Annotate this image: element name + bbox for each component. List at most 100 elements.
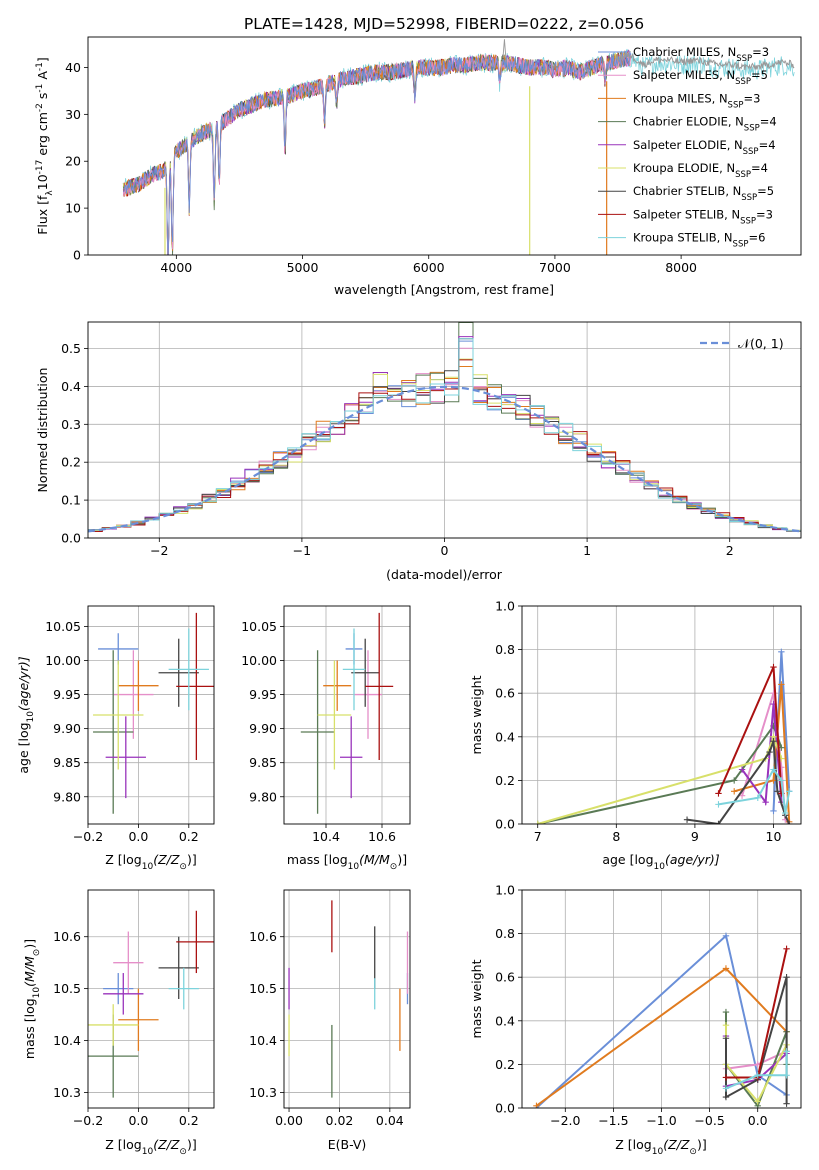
axes-frame <box>87 36 802 256</box>
x-tick-label: 8 <box>612 829 620 844</box>
point-marker <box>722 932 730 939</box>
x-tick-label: 0.02 <box>326 1113 354 1128</box>
y-tick-label: 10.6 <box>53 929 81 944</box>
panel-mass-weight-vs-Z: −2.0 −1.5 −1.0 −0.5 0.0 0.0 0.2 0.4 0.6 0.8 1.0 Z [… <box>469 883 802 1157</box>
plot-area <box>93 612 214 814</box>
point-marker <box>770 737 777 745</box>
y-tick-label: 0.3 <box>61 417 81 432</box>
point-marker <box>754 1098 761 1105</box>
y-tick-label: 9.85 <box>249 755 277 770</box>
legend-entry: Chabrier MILES, NSSP=3 <box>633 45 769 64</box>
y-tick-label: 9.80 <box>249 789 277 804</box>
legend-entry: Salpeter MILES, NSSP=5 <box>633 68 768 87</box>
x-tick-label: 10 <box>766 829 782 844</box>
point-marker <box>738 766 746 773</box>
x-tick-label: −1.5 <box>598 1113 628 1128</box>
y-tick-label: 0.4 <box>495 1013 515 1028</box>
spectrum-model-0 <box>123 50 631 255</box>
point-marker <box>774 788 781 795</box>
x-axis-label: age [log10(age/yr)] <box>602 852 719 872</box>
y-tick-label: 0.0 <box>61 531 81 546</box>
y-tick-label: 0.8 <box>495 642 515 657</box>
point-marker <box>783 945 790 953</box>
plot-area <box>88 322 801 533</box>
y-axis-label: Flux [fλ10-17 erg cm-2 s-1 A-1] <box>35 57 55 235</box>
y-tick-label: 9.85 <box>53 755 81 770</box>
x-tick-label: 7000 <box>539 260 571 275</box>
point-marker <box>722 1074 730 1081</box>
y-tick-label: 0.4 <box>61 379 81 394</box>
point-marker <box>683 816 691 823</box>
legend-entry: Kroupa MILES, NSSP=3 <box>633 91 760 110</box>
point-marker <box>722 1035 730 1042</box>
x-tick-label: −0.5 <box>694 1113 724 1128</box>
y-tick-label: 30 <box>65 107 81 122</box>
point-marker <box>722 1085 730 1092</box>
plot-area <box>288 900 409 1098</box>
x-tick-label: −1 <box>293 543 311 558</box>
panel-mass-weight-vs-age: 7 8 9 10 0.0 0.2 0.4 0.6 0.8 1.0 age [log10(age/yr… <box>469 599 802 872</box>
weight-series-5 <box>537 733 783 824</box>
y-tick-label: 0.2 <box>61 455 81 470</box>
legend-entry: Salpeter ELODIE, NSSP=4 <box>633 138 776 157</box>
y-axis-label: mass [log10(M/M⊙)] <box>22 939 42 1059</box>
y-axis-label: Normed distribution <box>35 368 50 493</box>
y-tick-label: 10.00 <box>241 653 277 668</box>
x-tick-label: 1 <box>583 543 591 558</box>
panel-residuals: −2 −1 0 1 2 0.0 0.1 0.2 0.3 0.4 0.5 𝒩(0, 1) (data-mo… <box>35 321 802 582</box>
x-tick-label: 4000 <box>160 260 192 275</box>
x-axis-label: E(B-V) <box>328 1137 367 1152</box>
y-tick-label: 10.00 <box>45 653 81 668</box>
x-axis-label: Z [log10(Z/Z⊙)] <box>615 1137 706 1157</box>
point-marker <box>770 766 777 773</box>
point-marker <box>534 820 541 824</box>
y-tick-label: 10.6 <box>249 929 277 944</box>
y-tick-label: 0.6 <box>495 970 515 985</box>
y-tick-label: 10.5 <box>249 981 277 996</box>
y-tick-label: 0.4 <box>495 729 515 744</box>
point-marker <box>754 1072 761 1079</box>
y-tick-label: 10.4 <box>53 1033 81 1048</box>
y-tick-label: 10.5 <box>53 981 81 996</box>
point-marker <box>778 681 785 688</box>
x-tick-label: 2 <box>726 543 734 558</box>
x-tick-label: 0.2 <box>179 829 199 844</box>
point-marker <box>786 788 793 795</box>
legend-entry: 𝒩(0, 1) <box>738 336 784 351</box>
y-tick-label: 40 <box>65 60 81 75</box>
point-marker <box>778 648 785 655</box>
point-marker <box>778 777 785 784</box>
x-tick-label: −0.2 <box>73 1113 103 1128</box>
y-tick-label: 10.05 <box>241 619 277 634</box>
x-tick-label: −1.0 <box>646 1113 676 1128</box>
point-marker <box>715 820 722 824</box>
point-marker <box>722 1008 730 1016</box>
plot-area <box>534 648 793 824</box>
y-tick-label: 9.95 <box>249 687 277 702</box>
y-tick-label: 9.90 <box>249 721 277 736</box>
panel-mass-vs-ebv: 0.00 0.02 0.04 10.3 10.4 10.5 10.6 E(B-V) <box>249 889 411 1152</box>
spectrum-observed <box>615 52 795 71</box>
axes-frame <box>521 889 802 1109</box>
y-tick-label: 0.8 <box>495 926 515 941</box>
normal-curve <box>88 385 801 533</box>
y-tick-label: 1.0 <box>495 599 515 614</box>
axes-frame <box>283 889 411 1109</box>
x-tick-label: 10.4 <box>312 829 340 844</box>
point-marker <box>715 801 722 808</box>
y-tick-label: 9.80 <box>53 789 81 804</box>
y-tick-label: 10.3 <box>249 1085 277 1100</box>
legend-entry: Kroupa STELIB, NSSP=6 <box>633 231 765 250</box>
x-tick-label: −2.0 <box>550 1113 580 1128</box>
point-marker <box>730 788 738 795</box>
point-marker <box>722 1093 730 1101</box>
legend-entry: Chabrier STELIB, NSSP=5 <box>633 184 774 203</box>
y-tick-label: 0.5 <box>61 341 81 356</box>
y-tick-label: 0.2 <box>495 773 515 788</box>
panel-age-vs-Z: −0.2 0.0 0.2 9.80 9.85 9.90 9.95 10.00 10.05 Z [l… <box>16 605 215 872</box>
x-axis-label: wavelength [Angstrom, rest frame] <box>334 282 554 297</box>
point-marker <box>783 974 790 981</box>
y-tick-label: 9.95 <box>53 687 81 702</box>
x-axis-label: mass [log10(M/M⊙)] <box>287 852 407 872</box>
